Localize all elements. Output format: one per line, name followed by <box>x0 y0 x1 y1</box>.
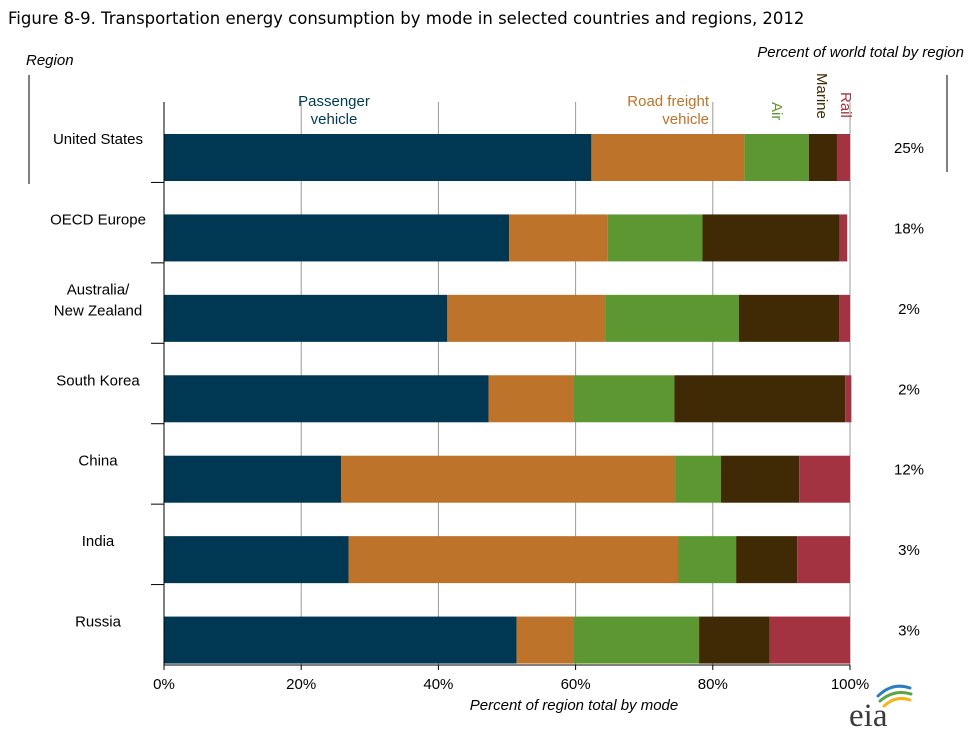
bar-segment <box>839 294 850 342</box>
legend-label-air: Air <box>768 102 785 120</box>
x-tick-label: 0% <box>153 676 175 693</box>
bar-segment <box>164 536 349 584</box>
axes <box>151 102 851 670</box>
bar-segment <box>738 294 840 342</box>
bar-segment <box>516 616 574 664</box>
world-share-label: 2% <box>898 381 920 398</box>
bar-segment <box>674 375 846 423</box>
bar-segment <box>736 536 798 584</box>
bar-segment <box>591 134 745 181</box>
x-tick-label: 80% <box>698 676 728 693</box>
bar-segment <box>797 536 850 584</box>
category-label: South Korea <box>56 372 140 389</box>
category-label: Australia/ <box>67 281 130 298</box>
figure-title: Figure 8-9. Transportation energy consum… <box>8 9 805 28</box>
category-label: OECD Europe <box>50 211 146 228</box>
world-share-label: 2% <box>898 301 920 318</box>
bars <box>164 134 852 664</box>
bar-segment <box>839 214 848 262</box>
world-share-label: 12% <box>894 462 924 479</box>
legend-label-road-freight-vehicle: Road freight <box>627 93 710 110</box>
bar-segment <box>675 455 722 503</box>
labels: 0% 20% 40% 60% 80% 100% United States OECD Euro… <box>50 73 924 693</box>
bar-segment <box>164 134 592 181</box>
world-share-label: 3% <box>898 623 920 640</box>
bar-segment <box>164 616 517 664</box>
region-axis-header: Region <box>26 52 74 69</box>
bar-segment <box>164 294 448 342</box>
bar-segment <box>447 294 606 342</box>
legend-label-passenger-vehicle: Passenger <box>298 93 370 110</box>
eia-logo: eia <box>849 684 913 728</box>
world-share-label: 18% <box>894 220 924 237</box>
bar-segment <box>164 214 510 262</box>
bar-segment <box>605 294 739 342</box>
bar-segment <box>573 375 675 423</box>
legend-label-rail: Rail <box>837 92 854 118</box>
category-label: New Zealand <box>54 302 142 319</box>
eia-logo-text: eia <box>849 698 888 728</box>
legend-label-marine: Marine <box>813 73 830 119</box>
bar-segment <box>164 455 341 503</box>
world-share-header: Percent of world total by region <box>757 44 964 61</box>
world-share-label: 3% <box>898 542 920 559</box>
category-label: India <box>82 533 115 550</box>
bar-segment <box>488 375 574 423</box>
category-label: China <box>78 453 118 470</box>
bar-segment <box>607 214 703 262</box>
x-tick-label: 20% <box>286 676 316 693</box>
bar-segment <box>340 455 676 503</box>
bar-segment <box>799 455 850 503</box>
x-tick-label: 40% <box>423 676 453 693</box>
bar-segment <box>702 214 840 262</box>
bar-segment <box>721 455 800 503</box>
bar-segment <box>836 134 850 181</box>
bar-segment <box>845 375 852 423</box>
bar-segment <box>573 616 700 664</box>
bar-segment <box>678 536 737 584</box>
legend-label-passenger-vehicle: vehicle <box>311 111 358 128</box>
bar-segment <box>699 616 770 664</box>
x-tick-label: 60% <box>561 676 591 693</box>
bar-segment <box>769 616 850 664</box>
category-label: United States <box>53 131 143 148</box>
x-axis-label: Percent of region total by mode <box>469 697 679 714</box>
bar-segment <box>744 134 809 181</box>
x-tick-label: 100% <box>831 676 869 693</box>
world-share-label: 25% <box>894 140 924 157</box>
bar-segment <box>509 214 608 262</box>
bar-segment <box>164 375 489 423</box>
category-label: Russia <box>75 614 122 631</box>
legend-label-road-freight-vehicle: vehicle <box>662 111 709 128</box>
bar-segment <box>348 536 679 584</box>
bar-segment <box>808 134 837 181</box>
